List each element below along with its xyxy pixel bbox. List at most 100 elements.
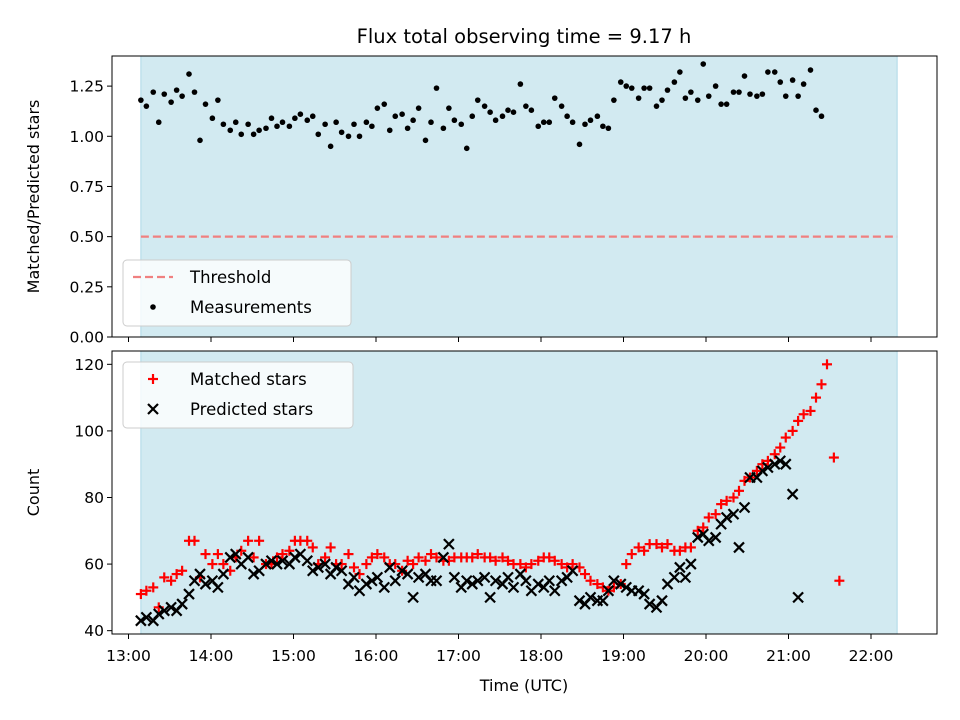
matched-star-point [349, 562, 359, 573]
matched-star-point [633, 542, 644, 553]
x-tick-label: 18:00 [519, 647, 564, 665]
matched-star-point [657, 542, 667, 553]
measurement-point [309, 113, 316, 120]
chart-title: Flux total observing time = 9.17 h [357, 25, 692, 48]
predicted-star-point [573, 594, 586, 607]
predicted-star-point [212, 581, 224, 594]
predicted-star-point [566, 564, 579, 577]
y-tick-label: 0.50 [69, 228, 104, 246]
y-tick-label: 120 [74, 356, 104, 374]
measurement-point [369, 123, 375, 130]
predicted-star-point [176, 598, 188, 610]
matched-star-point [189, 535, 200, 546]
matched-star-point [248, 552, 259, 563]
measurement-point [741, 73, 748, 79]
measurement-point [215, 97, 221, 103]
measurement-point [451, 117, 458, 124]
matched-star-point [212, 549, 223, 560]
measurement-point [730, 89, 737, 95]
matched-star-point [621, 559, 632, 570]
predicted-star-point [727, 508, 740, 520]
predicted-star-point [247, 568, 260, 580]
measurement-point [463, 145, 470, 152]
y-tick-label: 40 [84, 622, 104, 640]
predicted-star-point [265, 554, 278, 567]
matched-star-point [811, 392, 821, 403]
measurement-point [795, 93, 801, 99]
measurement-point [600, 123, 606, 130]
y-tick-label: 60 [84, 556, 104, 574]
measurement-point [315, 131, 322, 138]
predicted-star-point [543, 574, 556, 587]
predicted-star-point [242, 551, 254, 564]
matched-star-point [698, 522, 709, 533]
measurement-point [279, 119, 286, 126]
predicted-star-point [217, 568, 230, 580]
measurement-point [628, 85, 635, 91]
measurement-point [263, 125, 269, 132]
measurement-point [268, 115, 275, 122]
measurement-point [304, 117, 311, 124]
matched-star-point [651, 539, 662, 550]
measurement-point [813, 107, 819, 113]
measurement-point [718, 101, 724, 107]
measurement-point [505, 107, 511, 113]
matched-star-point [177, 565, 188, 576]
measurement-point [818, 113, 825, 120]
measurement-point [594, 113, 601, 120]
predicted-star-point [312, 561, 325, 574]
x-tick-label: 13:00 [106, 647, 151, 665]
predicted-star-point [229, 548, 242, 560]
measurement-point [410, 117, 416, 124]
matched-star-point [472, 549, 483, 560]
matched-star-point [135, 589, 146, 600]
measurement-point [517, 81, 524, 87]
predicted-star-point [668, 571, 681, 584]
predicted-star-point [762, 461, 774, 474]
legend-threshold-label: Threshold [189, 268, 271, 287]
predicted-star-point [371, 571, 384, 584]
predicted-star-point [140, 611, 153, 624]
predicted-star-point [786, 488, 799, 500]
measurement-point [700, 61, 707, 67]
measurement-point [747, 91, 753, 97]
measurement-point [168, 99, 174, 105]
predicted-star-point [412, 571, 425, 584]
measurement-point [386, 127, 393, 134]
predicted-star-point [738, 501, 751, 514]
legend-predicted-swatch [147, 403, 159, 415]
measurement-point [736, 89, 742, 95]
matched-star-point [751, 465, 762, 476]
measurement-point [173, 87, 180, 93]
predicted-star-point [319, 558, 331, 570]
predicted-star-point [158, 604, 171, 617]
matched-star-point [408, 559, 419, 570]
matched-star-point [372, 549, 383, 560]
predicted-star-point [478, 571, 491, 584]
legend-predicted-label: Predicted stars [190, 400, 313, 419]
predicted-star-point [276, 554, 289, 567]
measurement-point [754, 93, 760, 99]
y-tick-label: 1.00 [69, 128, 104, 146]
y-tick-label: 0.00 [69, 329, 104, 347]
matched-star-point [515, 559, 526, 570]
predicted-star-point [389, 574, 402, 587]
predicted-star-point [437, 551, 450, 564]
measurement-point [677, 69, 683, 75]
predicted-star-point [674, 561, 686, 574]
measurement-point [605, 125, 612, 132]
predicted-star-point [152, 608, 165, 620]
measurement-point [723, 101, 730, 107]
y-tick-label: 0.25 [69, 278, 104, 296]
measurement-point [474, 97, 481, 103]
matched-star-point [366, 552, 377, 563]
matched-star-point [734, 485, 744, 496]
predicted-star-point [643, 598, 656, 610]
legend-measurements-label: Measurements [190, 298, 312, 317]
measurement-point [807, 67, 814, 73]
predicted-star-point [289, 551, 301, 564]
measurement-point [546, 119, 553, 126]
matched-star-point [780, 432, 791, 443]
predicted-star-point [702, 534, 715, 547]
